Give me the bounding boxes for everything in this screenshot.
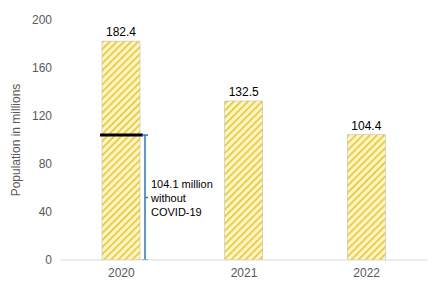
svg-text:132.5: 132.5 — [229, 85, 259, 99]
svg-text:80: 80 — [39, 157, 53, 171]
svg-text:without: without — [150, 192, 186, 204]
svg-text:200: 200 — [32, 13, 52, 27]
svg-text:104.4: 104.4 — [351, 119, 381, 133]
svg-text:COVID-19: COVID-19 — [151, 206, 202, 218]
svg-text:104.1 million: 104.1 million — [151, 178, 213, 190]
svg-text:120: 120 — [32, 109, 52, 123]
svg-text:182.4: 182.4 — [106, 25, 136, 39]
svg-text:Population in millions: Population in millions — [9, 84, 23, 197]
svg-text:2021: 2021 — [231, 266, 258, 280]
svg-text:2020: 2020 — [108, 266, 135, 280]
svg-text:0: 0 — [45, 253, 52, 267]
svg-text:2022: 2022 — [353, 266, 380, 280]
svg-text:40: 40 — [39, 205, 53, 219]
svg-text:160: 160 — [32, 61, 52, 75]
